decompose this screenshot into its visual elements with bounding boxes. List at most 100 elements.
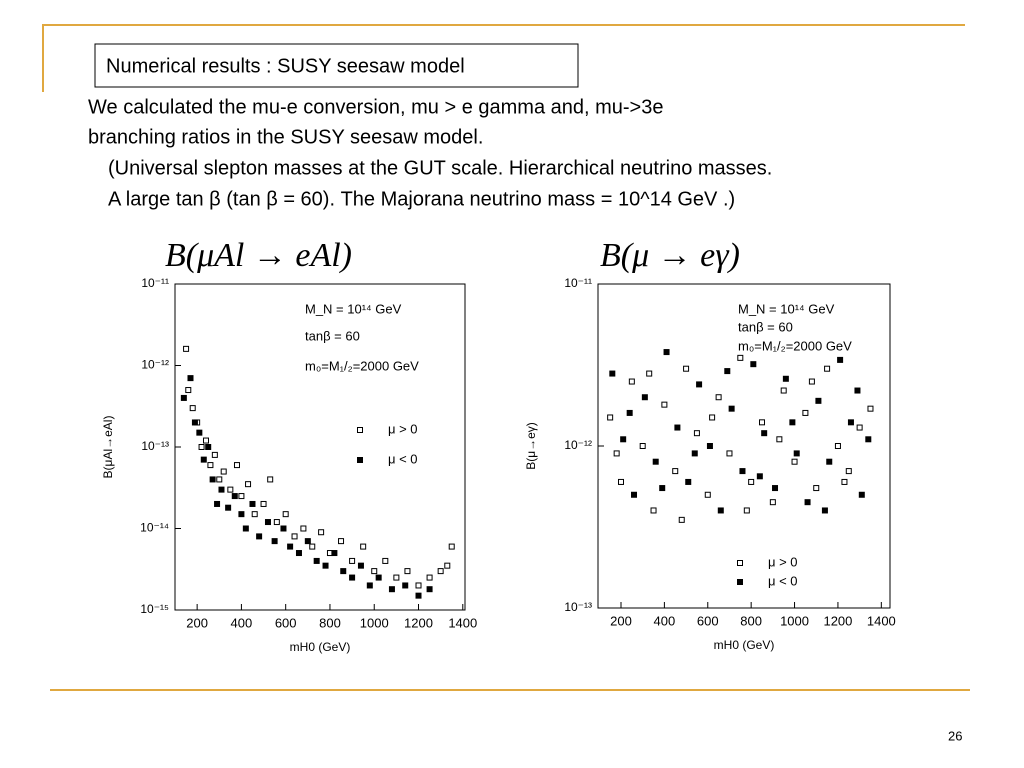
- x-tick-label: 1000: [360, 615, 389, 630]
- x-tick-label: 600: [275, 615, 297, 630]
- y-tick-label: 10⁻¹⁵: [140, 602, 169, 616]
- point: [205, 444, 212, 450]
- y-tick-label: 10⁻¹¹: [141, 276, 169, 290]
- point: [808, 378, 815, 385]
- point: [769, 499, 776, 506]
- x-tick-label: 200: [610, 613, 632, 628]
- point: [242, 525, 249, 532]
- point: [309, 543, 316, 550]
- y-tick-label: 10⁻¹⁴: [140, 521, 169, 535]
- point: [233, 462, 240, 469]
- point: [322, 562, 329, 569]
- point: [724, 368, 731, 375]
- point: [867, 405, 874, 412]
- point: [200, 456, 207, 463]
- x-tick-label: 400: [231, 615, 253, 630]
- point: [821, 507, 828, 514]
- point: [743, 507, 750, 514]
- point: [620, 436, 627, 443]
- point: [865, 436, 872, 443]
- point: [251, 511, 258, 518]
- point: [748, 478, 755, 485]
- point: [282, 511, 289, 518]
- point: [393, 574, 400, 581]
- point: [609, 370, 616, 377]
- point: [826, 458, 833, 465]
- point: [815, 397, 822, 404]
- point: [207, 462, 214, 469]
- point: [663, 349, 670, 356]
- point: [683, 365, 690, 372]
- point: [218, 486, 225, 493]
- point: [415, 582, 422, 589]
- x-tick-label: 1000: [780, 613, 809, 628]
- point: [404, 568, 411, 575]
- point: [291, 533, 298, 540]
- point: [225, 504, 232, 511]
- x-tick-label: 200: [186, 615, 208, 630]
- point: [189, 405, 196, 412]
- point: [382, 557, 389, 564]
- point: [366, 582, 373, 589]
- point: [415, 592, 422, 599]
- y-tick-label: 10⁻¹³: [141, 439, 169, 453]
- point: [813, 485, 820, 492]
- point: [338, 538, 345, 545]
- point: [772, 485, 779, 492]
- legend-label: μ < 0: [388, 451, 418, 466]
- body-line: branching ratios in the SUSY seesaw mode…: [88, 126, 483, 148]
- point: [267, 476, 274, 483]
- x-tick-label: 1200: [823, 613, 852, 628]
- point: [782, 375, 789, 382]
- body-line: We calculated the mu-e conversion, mu > …: [88, 96, 663, 118]
- point: [804, 499, 811, 506]
- point: [245, 481, 252, 488]
- point: [678, 516, 685, 523]
- annotation: m₀=M₁/₂=2000 GeV: [305, 358, 419, 373]
- legend-marker: [357, 457, 363, 463]
- annotation: m₀=M₁/₂=2000 GeV: [738, 338, 852, 353]
- point: [607, 414, 614, 421]
- legend-label: μ > 0: [388, 421, 418, 436]
- body-line: A large tan β (tan β = 60). The Majorana…: [108, 188, 735, 210]
- point: [375, 574, 382, 581]
- y-axis-label: B(μAl→eAl): [101, 416, 115, 479]
- point: [220, 468, 227, 475]
- point: [824, 365, 831, 372]
- point: [652, 458, 659, 465]
- slide-title: Numerical results : SUSY seesaw model: [106, 55, 465, 77]
- point: [185, 387, 192, 394]
- point: [737, 354, 744, 361]
- point: [402, 582, 409, 589]
- point: [858, 491, 865, 498]
- point: [211, 451, 218, 458]
- point: [659, 485, 666, 492]
- point: [196, 429, 203, 436]
- x-tick-label: 1200: [404, 615, 433, 630]
- point: [639, 443, 646, 449]
- point: [626, 409, 633, 416]
- point: [313, 557, 320, 564]
- point: [287, 543, 294, 550]
- point: [187, 375, 194, 382]
- x-tick-label: 600: [697, 613, 719, 628]
- annotation: tanβ = 60: [305, 328, 360, 343]
- point: [180, 394, 187, 401]
- point: [661, 401, 668, 408]
- point: [214, 500, 221, 507]
- point: [756, 473, 763, 480]
- point: [360, 543, 367, 550]
- point: [845, 468, 852, 475]
- point: [183, 345, 190, 352]
- point: [780, 387, 787, 394]
- point: [448, 543, 455, 550]
- point: [202, 437, 209, 444]
- y-tick-label: 10⁻¹¹: [564, 276, 592, 290]
- point: [793, 450, 800, 457]
- point: [641, 394, 648, 401]
- point: [631, 491, 638, 498]
- point: [837, 356, 844, 363]
- point: [761, 430, 768, 437]
- point: [271, 538, 278, 545]
- annotation: tanβ = 60: [738, 319, 793, 334]
